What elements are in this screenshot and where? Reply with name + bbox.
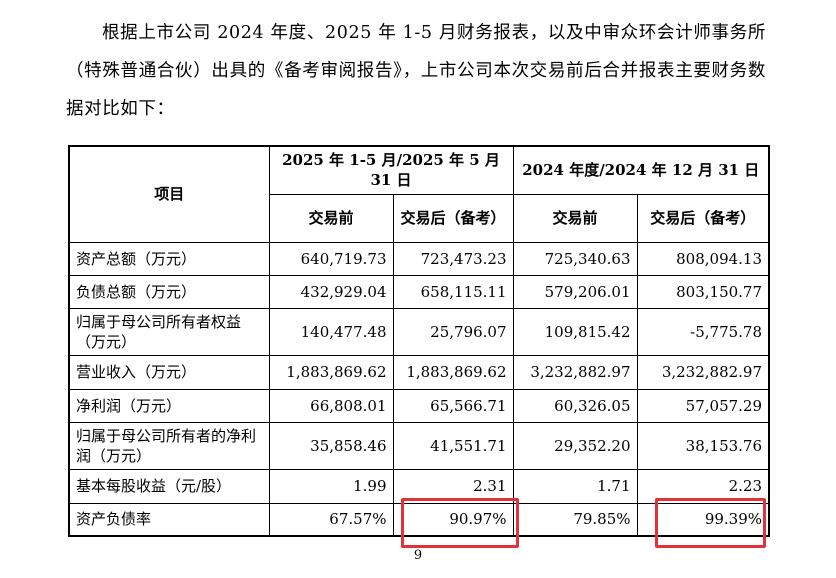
table-row: 负债总额（万元） 432,929.04 658,115.11 579,206.0… — [68, 274, 770, 309]
table-row: 净利润（万元） 66,808.01 65,566.71 60,326.05 57… — [68, 388, 770, 423]
cell-value: 25,796.07 — [392, 307, 514, 356]
cell-value: 579,206.01 — [512, 274, 638, 309]
cell-value: 57,057.29 — [636, 388, 770, 423]
highlight-box-after-2025 — [401, 498, 519, 548]
cell-value: 658,115.11 — [392, 274, 514, 309]
cell-value: 2.23 — [636, 468, 770, 504]
cell-value: 35,858.46 — [268, 421, 394, 470]
row-label: 营业收入（万元） — [68, 354, 270, 390]
highlight-box-after-2024 — [655, 498, 766, 548]
cell-value: 29,352.20 — [512, 421, 638, 470]
financial-comparison-table: 项目 2025 年 1-5 月/2025 年 5 月 31 日 2024 年度/… — [68, 145, 771, 537]
cell-value: 1,883,869.62 — [268, 354, 394, 390]
cell-value: 3,232,882.97 — [512, 354, 638, 390]
row-label: 净利润（万元） — [68, 388, 270, 423]
cell-value: 725,340.63 — [512, 241, 638, 276]
period2-header: 2024 年度/2024 年 12 月 31 日 — [512, 145, 770, 195]
row-label: 归属于母公司所有者的净利润（万元） — [68, 421, 270, 470]
table-row: 基本每股收益（元/股） 1.99 2.31 1.71 2.23 — [68, 468, 770, 504]
table-row: 归属于母公司所有者的净利润（万元） 35,858.46 41,551.71 29… — [68, 421, 770, 470]
cell-value: 723,473.23 — [392, 241, 514, 276]
cell-value-highlighted: 99.39% — [636, 502, 770, 537]
row-label: 负债总额（万元） — [68, 274, 270, 309]
table-row: 归属于母公司所有者权益（万元） 140,477.48 25,796.07 109… — [68, 307, 770, 356]
cell-value: 803,150.77 — [636, 274, 770, 309]
row-label: 资产负债率 — [68, 502, 270, 537]
cell-value: 38,153.76 — [636, 421, 770, 470]
cell-value: 140,477.48 — [268, 307, 394, 356]
cell-value: 1,883,869.62 — [392, 354, 514, 390]
period1-header: 2025 年 1-5 月/2025 年 5 月 31 日 — [268, 145, 514, 195]
cell-value: 67.57% — [268, 502, 394, 537]
table-row: 资产负债率 67.57% 90.97% 79.85% 99.39% — [68, 502, 770, 537]
cell-value: 1.71 — [512, 468, 638, 504]
cell-value: 640,719.73 — [268, 241, 394, 276]
row-label: 归属于母公司所有者权益（万元） — [68, 307, 270, 356]
cell-value: 79.85% — [512, 502, 638, 537]
before-header: 交易前 — [512, 193, 638, 243]
cell-value: 1.99 — [268, 468, 394, 504]
table-row: 营业收入（万元） 1,883,869.62 1,883,869.62 3,232… — [68, 354, 770, 390]
cell-value-highlighted: 90.97% — [392, 502, 514, 537]
cell-value: 60,326.05 — [512, 388, 638, 423]
table-row: 资产总额（万元） 640,719.73 723,473.23 725,340.6… — [68, 241, 770, 276]
cell-value: 65,566.71 — [392, 388, 514, 423]
cell-value: 3,232,882.97 — [636, 354, 770, 390]
page-number: 9 — [413, 548, 423, 563]
after-header: 交易后（备考） — [636, 193, 770, 243]
cell-value: 41,551.71 — [392, 421, 514, 470]
after-header: 交易后（备考） — [392, 193, 514, 243]
before-header: 交易前 — [268, 193, 394, 243]
cell-value: -5,775.78 — [636, 307, 770, 356]
cell-value: 66,808.01 — [268, 388, 394, 423]
item-header: 项目 — [68, 145, 270, 243]
intro-paragraph: 根据上市公司 2024 年度、2025 年 1-5 月财务报表，以及中审众环会计… — [66, 23, 766, 119]
row-label: 资产总额（万元） — [68, 241, 270, 276]
cell-value: 109,815.42 — [512, 307, 638, 356]
cell-value: 432,929.04 — [268, 274, 394, 309]
cell-value: 808,094.13 — [636, 241, 770, 276]
row-label: 基本每股收益（元/股） — [68, 468, 270, 504]
